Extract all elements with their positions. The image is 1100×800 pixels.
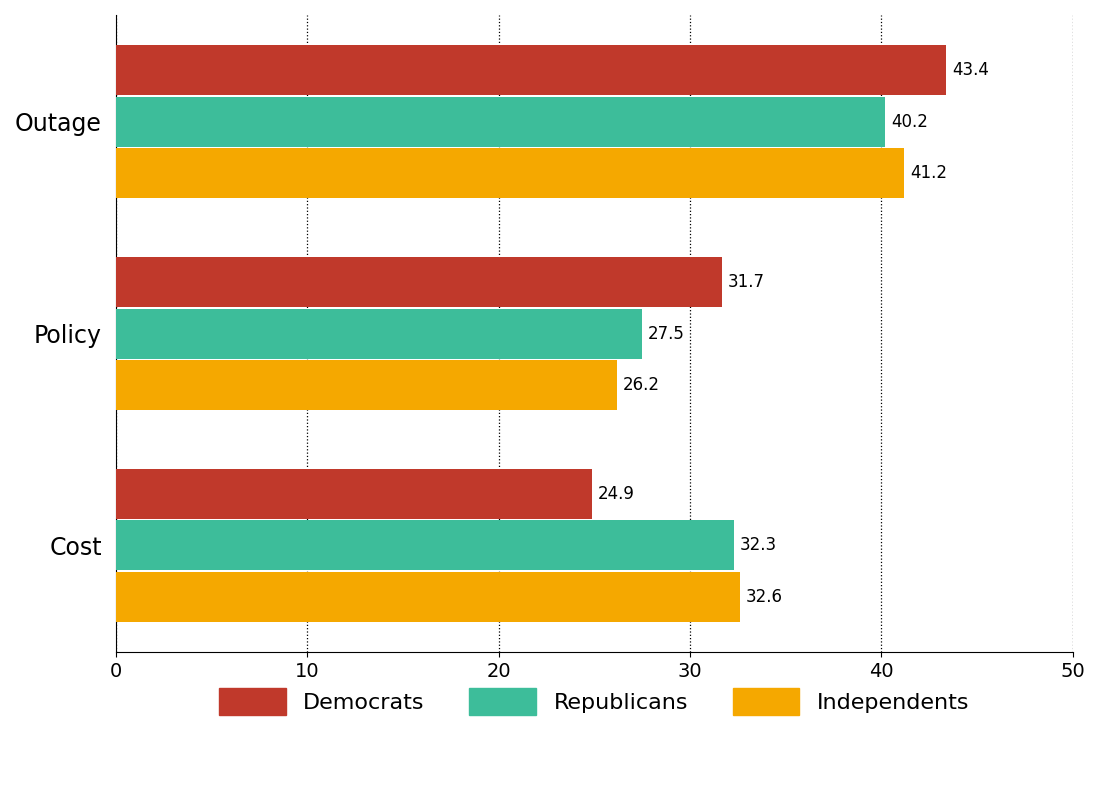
Text: 27.5: 27.5 [648,325,684,342]
Bar [116,257,723,307]
Bar [116,148,904,198]
Bar [116,360,617,410]
Text: 43.4: 43.4 [953,62,989,79]
Bar [116,309,642,358]
Text: 41.2: 41.2 [910,164,947,182]
Text: 40.2: 40.2 [891,113,927,130]
Text: 24.9: 24.9 [598,485,635,502]
Bar [116,97,886,146]
Text: 26.2: 26.2 [623,376,660,394]
Text: 32.6: 32.6 [746,588,782,606]
Text: 31.7: 31.7 [728,273,766,291]
Bar [116,469,592,518]
Text: 32.3: 32.3 [739,536,777,554]
Bar [116,520,734,570]
Bar [116,46,946,95]
Bar [116,572,739,622]
Legend: Democrats, Republicans, Independents: Democrats, Republicans, Independents [210,679,978,724]
